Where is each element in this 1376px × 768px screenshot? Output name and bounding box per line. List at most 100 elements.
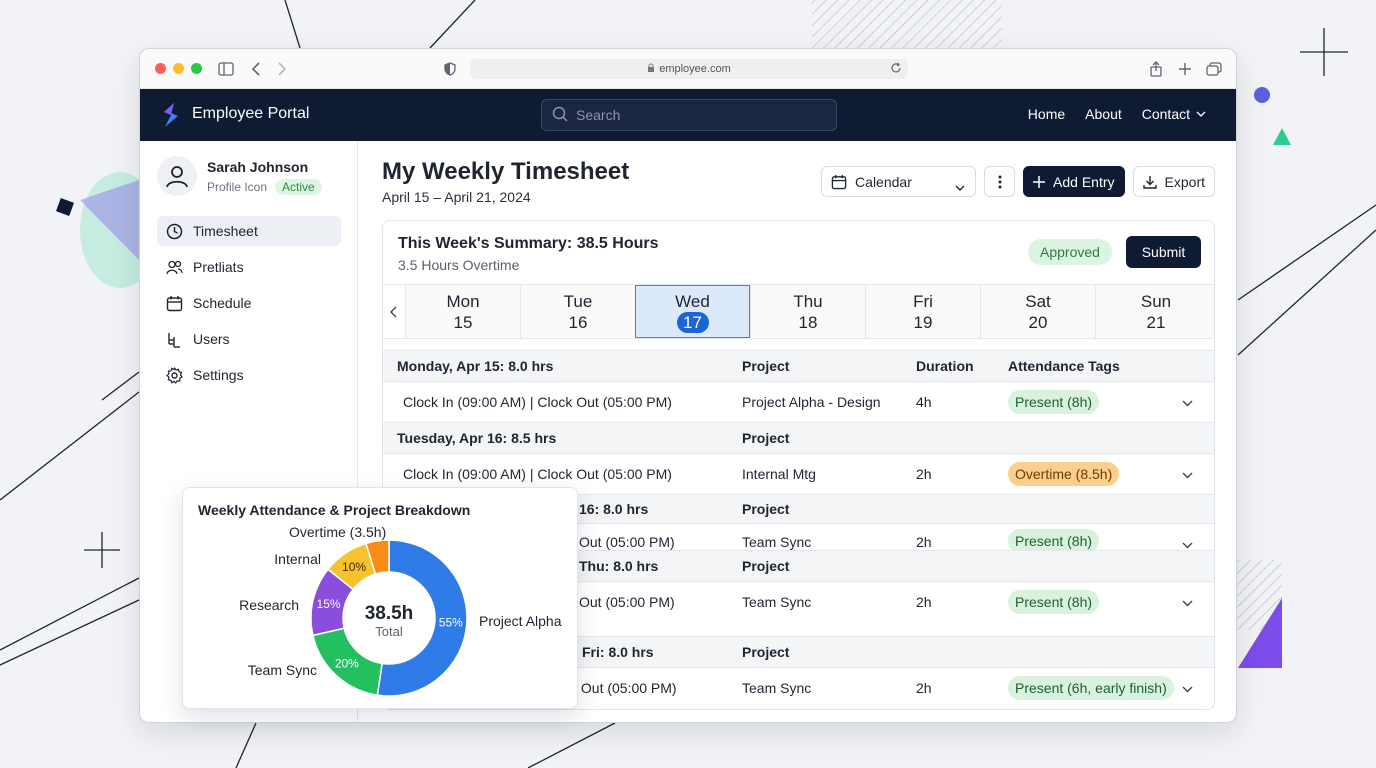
day-wed-selected[interactable]: Wed 17: [635, 285, 750, 338]
duration: 2h: [916, 594, 932, 610]
brand-name[interactable]: Employee Portal: [192, 105, 310, 122]
chart-legend-label: Overtime (3.5h): [289, 524, 386, 540]
export-button[interactable]: Export: [1132, 166, 1215, 197]
date-range: April 15 – April 21, 2024: [382, 189, 531, 205]
plus-icon: [1033, 175, 1046, 188]
day-name: Fri: [913, 291, 933, 311]
clock-entry: ck Out (05:00 PM): [563, 680, 677, 696]
day-number: 19: [913, 312, 933, 332]
chart-percent-label: 15%: [317, 597, 341, 611]
day-number: 18: [798, 312, 818, 332]
view-select[interactable]: Calendar: [821, 166, 977, 197]
day-number: 17: [676, 311, 709, 333]
expand-chevron-icon[interactable]: [1182, 680, 1193, 696]
nav-home-link[interactable]: Home: [1027, 106, 1066, 122]
project-name: Internal Mtg: [742, 466, 816, 482]
nav-about-link[interactable]: About: [1085, 106, 1122, 122]
project-name: Project Alpha - Design: [742, 394, 881, 410]
export-label: Export: [1164, 173, 1205, 190]
day-group-header: Tuesday, Apr 16: 8.5 hrs Project: [383, 422, 1214, 454]
clock-entry: Clock In (09:00 AM) | Clock Out (05:00 P…: [403, 466, 672, 482]
table-row[interactable]: Clock In (09:00 AM) | Clock Out (05:00 P…: [383, 382, 1214, 422]
day-total: Tuesday, Apr 16: 8.5 hrs: [397, 430, 557, 446]
sidebar-item-timesheet[interactable]: Timesheet: [157, 216, 341, 246]
chart-legend-label: Internal: [274, 551, 321, 567]
page-toolbar: Calendar Add Entry Export: [821, 166, 1215, 197]
status-badge: Active: [275, 179, 322, 195]
day-sat[interactable]: Sat 20: [980, 285, 1095, 338]
day-mon[interactable]: Mon 15: [405, 285, 520, 338]
table-row[interactable]: Out (05:00 PM) Team Sync 2h Present (8h): [383, 524, 1214, 550]
maximize-window-button[interactable]: [191, 63, 202, 74]
project-name: Team Sync: [742, 534, 812, 550]
sidebar-item-users[interactable]: Users: [157, 324, 341, 354]
sidebar-item-pretliats[interactable]: Pretliats: [157, 252, 341, 282]
table-row[interactable]: ck Out (05:00 PM) Team Sync 2h Present (…: [383, 668, 1214, 708]
address-bar[interactable]: employee.com: [470, 59, 908, 79]
chart-legend-label: Project Alpha: [479, 613, 562, 629]
user-icon: [166, 166, 188, 188]
profile-name: Sarah Johnson: [207, 159, 309, 175]
attendance-tag: Overtime (8.5h): [1008, 462, 1120, 486]
brand-logo-icon[interactable]: [160, 102, 182, 128]
day-name: Tue: [563, 291, 593, 311]
close-window-button[interactable]: [155, 63, 166, 74]
expand-chevron-icon[interactable]: [1182, 536, 1193, 550]
day-tue[interactable]: Tue 16: [520, 285, 635, 338]
day-total: Fri: 8.0 hrs: [582, 644, 654, 660]
add-entry-button[interactable]: Add Entry: [1023, 166, 1125, 197]
day-name: Sat: [1025, 291, 1051, 311]
nav-contact-label: Contact: [1141, 106, 1190, 122]
sidebar-item-settings[interactable]: Settings: [157, 360, 341, 390]
share-icon[interactable]: [1148, 61, 1164, 77]
search-input[interactable]: Search: [541, 99, 837, 131]
expand-chevron-icon[interactable]: [1182, 594, 1193, 610]
table-row[interactable]: Out (05:00 PM) Team Sync 2h Present (8h): [383, 582, 1214, 622]
forward-icon[interactable]: [274, 61, 290, 77]
expand-chevron-icon[interactable]: [1182, 394, 1193, 410]
chart-slice-project-alpha[interactable]: [376, 539, 468, 697]
previous-week-button[interactable]: [383, 285, 405, 338]
summary-title: This Week's Summary: 38.5 Hours: [398, 235, 659, 252]
reload-icon[interactable]: [890, 62, 902, 77]
user-tree-icon: [168, 332, 180, 348]
submit-button[interactable]: Submit: [1126, 236, 1201, 268]
summary-overtime: 3.5 Hours Overtime: [398, 257, 520, 273]
column-header-project: Project: [742, 644, 790, 660]
clock-entry: Clock In (09:00 AM) | Clock Out (05:00 P…: [403, 394, 672, 410]
day-sun[interactable]: Sun 21: [1095, 285, 1214, 338]
day-number: 21: [1146, 312, 1166, 332]
tabs-overview-icon[interactable]: [1206, 61, 1222, 77]
day-number: 15: [453, 312, 473, 332]
attendance-tag: Present (8h): [1008, 590, 1100, 614]
clock-icon: [166, 223, 183, 239]
profile-subtitle: Profile Icon: [207, 180, 268, 194]
new-tab-icon[interactable]: [1177, 61, 1193, 77]
clock-entry: Out (05:00 PM): [579, 534, 675, 550]
calendar-icon: [831, 174, 847, 189]
day-fri[interactable]: Fri 19: [865, 285, 980, 338]
day-name: Wed: [675, 291, 710, 311]
chevron-left-icon: [390, 306, 397, 317]
avatar[interactable]: [157, 156, 197, 196]
back-icon[interactable]: [248, 61, 264, 77]
day-name: Mon: [446, 291, 480, 311]
sidebar-menu: Timesheet Pretliats Schedule Users Setti…: [157, 216, 341, 396]
more-options-button[interactable]: [984, 166, 1016, 197]
nav-contact-dropdown[interactable]: Contact: [1142, 106, 1206, 122]
chart-slice-overtime-3-5h[interactable]: [365, 539, 390, 575]
sidebar-toggle-icon[interactable]: [218, 61, 234, 77]
project-name: Team Sync: [742, 680, 812, 696]
sidebar-item-label: Pretliats: [193, 259, 244, 275]
calendar-icon: [166, 295, 183, 311]
gear-icon: [166, 366, 183, 384]
minimize-window-button[interactable]: [173, 63, 184, 74]
sidebar-item-schedule[interactable]: Schedule: [157, 288, 341, 318]
window-controls: [155, 63, 202, 74]
expand-chevron-icon[interactable]: [1182, 466, 1193, 482]
day-thu[interactable]: Thu 18: [750, 285, 865, 338]
table-row[interactable]: Clock In (09:00 AM) | Clock Out (05:00 P…: [383, 454, 1214, 494]
attendance-tag: Present (8h): [1008, 390, 1100, 414]
approval-status-badge: Approved: [1028, 239, 1112, 265]
duration: 2h: [916, 534, 932, 550]
